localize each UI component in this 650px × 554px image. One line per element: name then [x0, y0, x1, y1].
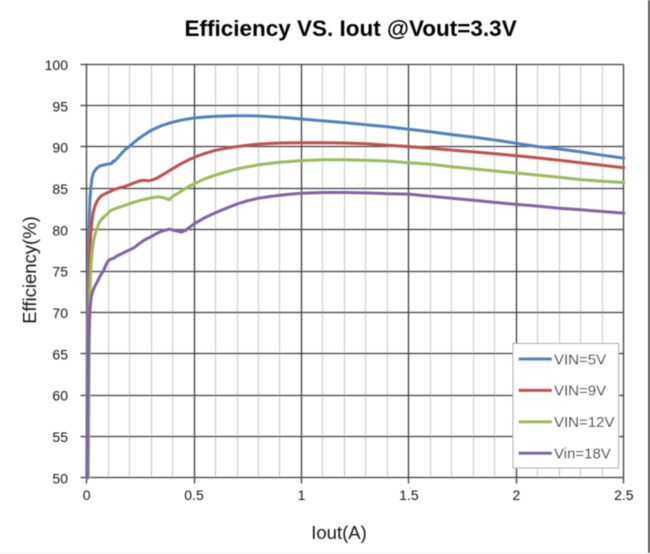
svg-text:Iout(A): Iout(A)	[311, 522, 367, 543]
svg-text:Efficiency VS. Iout @Vout=3.3V: Efficiency VS. Iout @Vout=3.3V	[184, 16, 516, 41]
svg-text:80: 80	[52, 222, 68, 238]
svg-text:0.5: 0.5	[184, 487, 204, 503]
svg-text:VIN=9V: VIN=9V	[554, 383, 606, 400]
svg-text:50: 50	[52, 470, 68, 486]
svg-text:55: 55	[52, 429, 68, 445]
svg-text:60: 60	[52, 388, 68, 404]
svg-text:70: 70	[52, 305, 68, 321]
svg-text:95: 95	[52, 98, 68, 114]
svg-text:Efficiency(%): Efficiency(%)	[19, 216, 40, 324]
svg-text:85: 85	[52, 181, 68, 197]
svg-text:2.5: 2.5	[614, 487, 634, 503]
svg-text:0: 0	[83, 487, 91, 503]
svg-text:65: 65	[52, 346, 68, 362]
svg-text:2: 2	[513, 487, 521, 503]
svg-text:75: 75	[52, 264, 68, 280]
svg-text:1.5: 1.5	[399, 487, 419, 503]
svg-text:VIN=5V: VIN=5V	[554, 351, 606, 368]
svg-text:VIN=12V: VIN=12V	[554, 414, 614, 431]
svg-text:90: 90	[52, 140, 68, 156]
svg-text:100: 100	[45, 57, 69, 73]
svg-text:Vin=18V: Vin=18V	[554, 446, 611, 463]
svg-text:1: 1	[298, 487, 306, 503]
